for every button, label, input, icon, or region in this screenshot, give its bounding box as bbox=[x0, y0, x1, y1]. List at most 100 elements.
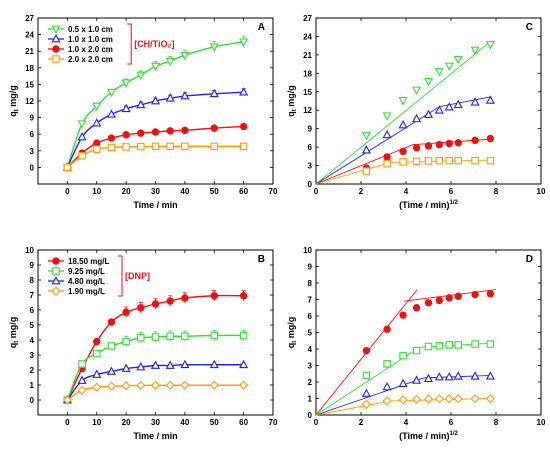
data-point bbox=[383, 153, 391, 161]
data-point bbox=[435, 341, 444, 350]
chart-panel-a: 0 10 20 30 40 50 60 70 0 3 6 9 12 15 18 21 24 27 Time / mi… bbox=[8, 14, 278, 210]
data-point bbox=[136, 99, 146, 109]
data-point bbox=[77, 132, 87, 141]
data-point bbox=[423, 373, 434, 383]
y-tick-label: 6 bbox=[30, 306, 35, 315]
data-point bbox=[137, 304, 145, 312]
y-tick-label: 3 bbox=[308, 162, 313, 171]
data-point bbox=[166, 332, 174, 340]
data-point bbox=[361, 399, 371, 409]
data-point bbox=[399, 311, 407, 319]
data-point bbox=[150, 360, 161, 369]
data-point bbox=[382, 112, 392, 121]
data-point bbox=[398, 120, 408, 129]
data-point bbox=[181, 142, 189, 151]
data-point bbox=[382, 129, 392, 139]
chart-panel-d: 0 2 4 6 8 10 0 1 2 3 4 5 6 7 8 9 10 (Time / min)1/2 qt mg/… bbox=[286, 246, 546, 441]
x-axis-label: Time / min bbox=[133, 431, 177, 441]
series-3 bbox=[315, 371, 495, 416]
x-tick-label: 10 bbox=[537, 418, 546, 427]
data-point bbox=[486, 156, 495, 165]
data-point bbox=[412, 375, 422, 384]
y-tick-label: 0 bbox=[308, 180, 313, 189]
data-point bbox=[92, 118, 102, 127]
data-point bbox=[435, 296, 443, 305]
legend-marker bbox=[51, 276, 61, 285]
data-point bbox=[485, 371, 495, 380]
series-4 bbox=[315, 156, 495, 185]
data-point bbox=[434, 105, 444, 114]
data-point bbox=[136, 71, 146, 80]
data-point bbox=[424, 299, 433, 307]
data-point bbox=[485, 394, 495, 404]
panel-letter: B bbox=[258, 254, 265, 265]
data-point bbox=[209, 43, 219, 52]
data-point bbox=[434, 394, 444, 404]
legend-label: 1.90 mg/L bbox=[68, 287, 105, 296]
legend-label: 2.0 x 2.0 cm bbox=[68, 55, 113, 64]
x-tick-label: 50 bbox=[210, 418, 219, 427]
data-point bbox=[453, 394, 463, 404]
data-point bbox=[136, 380, 146, 391]
legend-bracket bbox=[118, 255, 123, 297]
data-point bbox=[121, 363, 131, 372]
y-tick-label: 9 bbox=[30, 261, 35, 270]
y-tick-label: 24 bbox=[303, 32, 312, 41]
data-point bbox=[180, 91, 190, 100]
data-point bbox=[165, 57, 175, 67]
y-tick-label: 27 bbox=[303, 14, 312, 23]
series-1 bbox=[315, 289, 497, 416]
series-4 bbox=[63, 142, 248, 172]
y-tick-label: 6 bbox=[308, 312, 313, 321]
y-tick-label: 12 bbox=[25, 97, 34, 106]
data-point bbox=[412, 86, 422, 95]
x-tick-label: 30 bbox=[151, 418, 160, 427]
data-point bbox=[398, 395, 408, 405]
x-tick-label: 8 bbox=[494, 187, 499, 196]
legend-marker bbox=[52, 45, 60, 53]
data-point bbox=[150, 62, 161, 72]
data-point bbox=[486, 290, 495, 298]
legend-label: 1.0 x 2.0 cm bbox=[68, 45, 113, 54]
y-tick-label: 0 bbox=[30, 396, 35, 405]
legend-marker bbox=[52, 267, 60, 275]
data-point bbox=[444, 102, 454, 111]
data-point bbox=[485, 95, 495, 104]
data-point bbox=[180, 380, 190, 390]
x-tick-label: 2 bbox=[359, 418, 364, 427]
data-point bbox=[423, 77, 434, 87]
data-point bbox=[412, 346, 421, 355]
data-point bbox=[181, 126, 189, 135]
legend-marker bbox=[51, 25, 61, 34]
data-point bbox=[121, 103, 131, 113]
data-point bbox=[210, 292, 218, 300]
x-tick-label: 4 bbox=[404, 418, 409, 427]
series-4 bbox=[315, 394, 495, 416]
y-tick-label: 6 bbox=[308, 143, 313, 152]
data-point bbox=[399, 147, 407, 156]
data-point bbox=[470, 394, 480, 404]
legend-tag: [CH/TiO₂] bbox=[134, 39, 174, 49]
data-point bbox=[424, 157, 433, 165]
y-tick-label: 6 bbox=[30, 130, 35, 139]
data-point bbox=[166, 127, 174, 135]
data-point bbox=[210, 142, 219, 151]
data-point bbox=[210, 331, 219, 340]
data-point bbox=[485, 41, 495, 50]
data-point bbox=[122, 143, 130, 151]
data-point bbox=[63, 163, 72, 172]
data-point bbox=[122, 308, 130, 316]
plot-frame bbox=[315, 17, 542, 185]
y-tick-label: 10 bbox=[25, 246, 34, 255]
data-point bbox=[399, 158, 407, 166]
data-point bbox=[107, 143, 116, 152]
data-point bbox=[151, 333, 160, 341]
data-point bbox=[398, 378, 408, 388]
data-point bbox=[454, 156, 462, 165]
data-point bbox=[445, 156, 453, 165]
data-point bbox=[137, 333, 145, 342]
data-point bbox=[361, 388, 371, 397]
y-tick-label: 2 bbox=[30, 366, 35, 375]
data-point bbox=[471, 156, 479, 165]
